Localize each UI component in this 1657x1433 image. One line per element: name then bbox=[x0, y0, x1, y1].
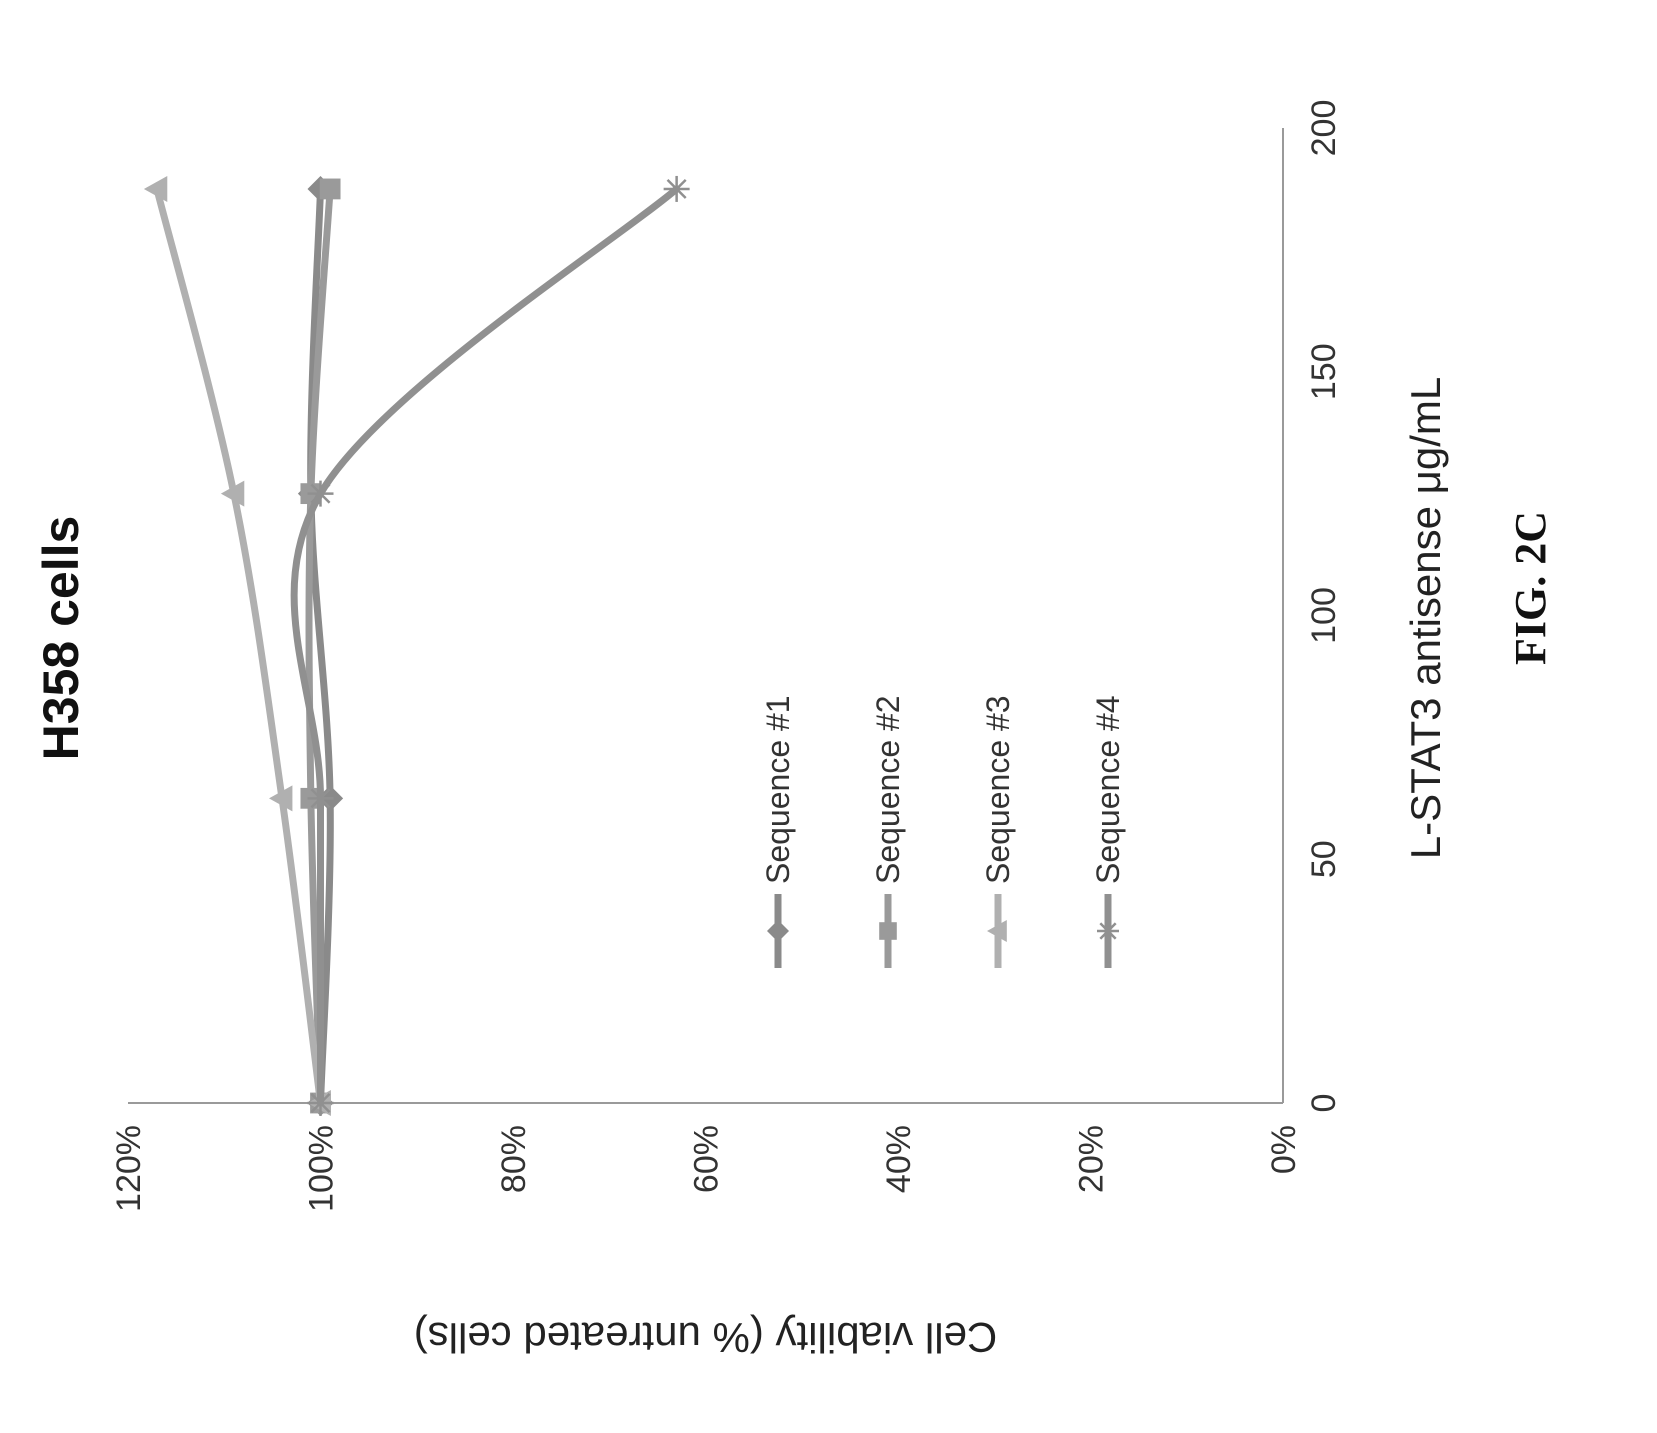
legend-label: Sequence #4 bbox=[1090, 695, 1126, 884]
x-tick-label: 150 bbox=[1305, 343, 1343, 400]
y-tick-label: 0% bbox=[1265, 1125, 1303, 1174]
data-point bbox=[143, 175, 168, 202]
x-tick-label: 0 bbox=[1305, 1094, 1343, 1113]
series-layer bbox=[143, 175, 690, 1116]
data-point bbox=[987, 920, 1007, 942]
y-tick-label: 100% bbox=[303, 1125, 341, 1212]
legend-item: Sequence #4 bbox=[1090, 695, 1126, 968]
data-point bbox=[767, 920, 789, 942]
data-point bbox=[220, 480, 245, 507]
series-line bbox=[290, 185, 681, 1107]
series-3 bbox=[143, 175, 331, 1116]
data-point bbox=[269, 785, 293, 812]
data-point bbox=[319, 178, 341, 200]
x-axis-label: L-STAT3 antisense μg/mL bbox=[1402, 377, 1449, 860]
legend-item: Sequence #3 bbox=[980, 695, 1016, 968]
y-tick-label: 40% bbox=[880, 1125, 918, 1193]
data-point bbox=[879, 922, 897, 940]
data-point bbox=[307, 785, 334, 812]
series-line bbox=[307, 185, 334, 1107]
y-axis-label: Cell viability (% untreated cells) bbox=[414, 1314, 998, 1361]
x-tick-label: 50 bbox=[1305, 840, 1343, 878]
legend-label: Sequence #1 bbox=[760, 695, 796, 884]
legend: Sequence #1 Sequence #2 Sequence #3 Sequenc… bbox=[760, 695, 1126, 968]
x-tick-label: 100 bbox=[1305, 587, 1343, 644]
chart-title: H358 cells bbox=[33, 516, 89, 761]
legend-item: Sequence #1 bbox=[760, 695, 796, 968]
x-tick-label: 200 bbox=[1305, 100, 1343, 157]
legend-item: Sequence #2 bbox=[870, 695, 906, 968]
legend-label: Sequence #2 bbox=[870, 695, 906, 884]
legend-label: Sequence #3 bbox=[980, 695, 1016, 884]
data-point bbox=[663, 175, 690, 202]
y-tick-label: 120% bbox=[110, 1125, 148, 1212]
y-tick-label: 80% bbox=[495, 1125, 533, 1193]
y-tick-label: 20% bbox=[1073, 1125, 1111, 1193]
data-point bbox=[307, 1090, 334, 1116]
figure-caption: FIG. 2C bbox=[1506, 511, 1555, 665]
tick-labels: 0 50 100 150 200 0% 20% 40% 60% 80% 100% 120% bbox=[110, 100, 1343, 1212]
data-point bbox=[1097, 920, 1119, 942]
series-line bbox=[153, 185, 324, 1107]
series-4 bbox=[290, 175, 690, 1116]
y-tick-label: 60% bbox=[688, 1125, 726, 1193]
series-line bbox=[305, 185, 334, 1107]
data-point bbox=[307, 480, 334, 507]
